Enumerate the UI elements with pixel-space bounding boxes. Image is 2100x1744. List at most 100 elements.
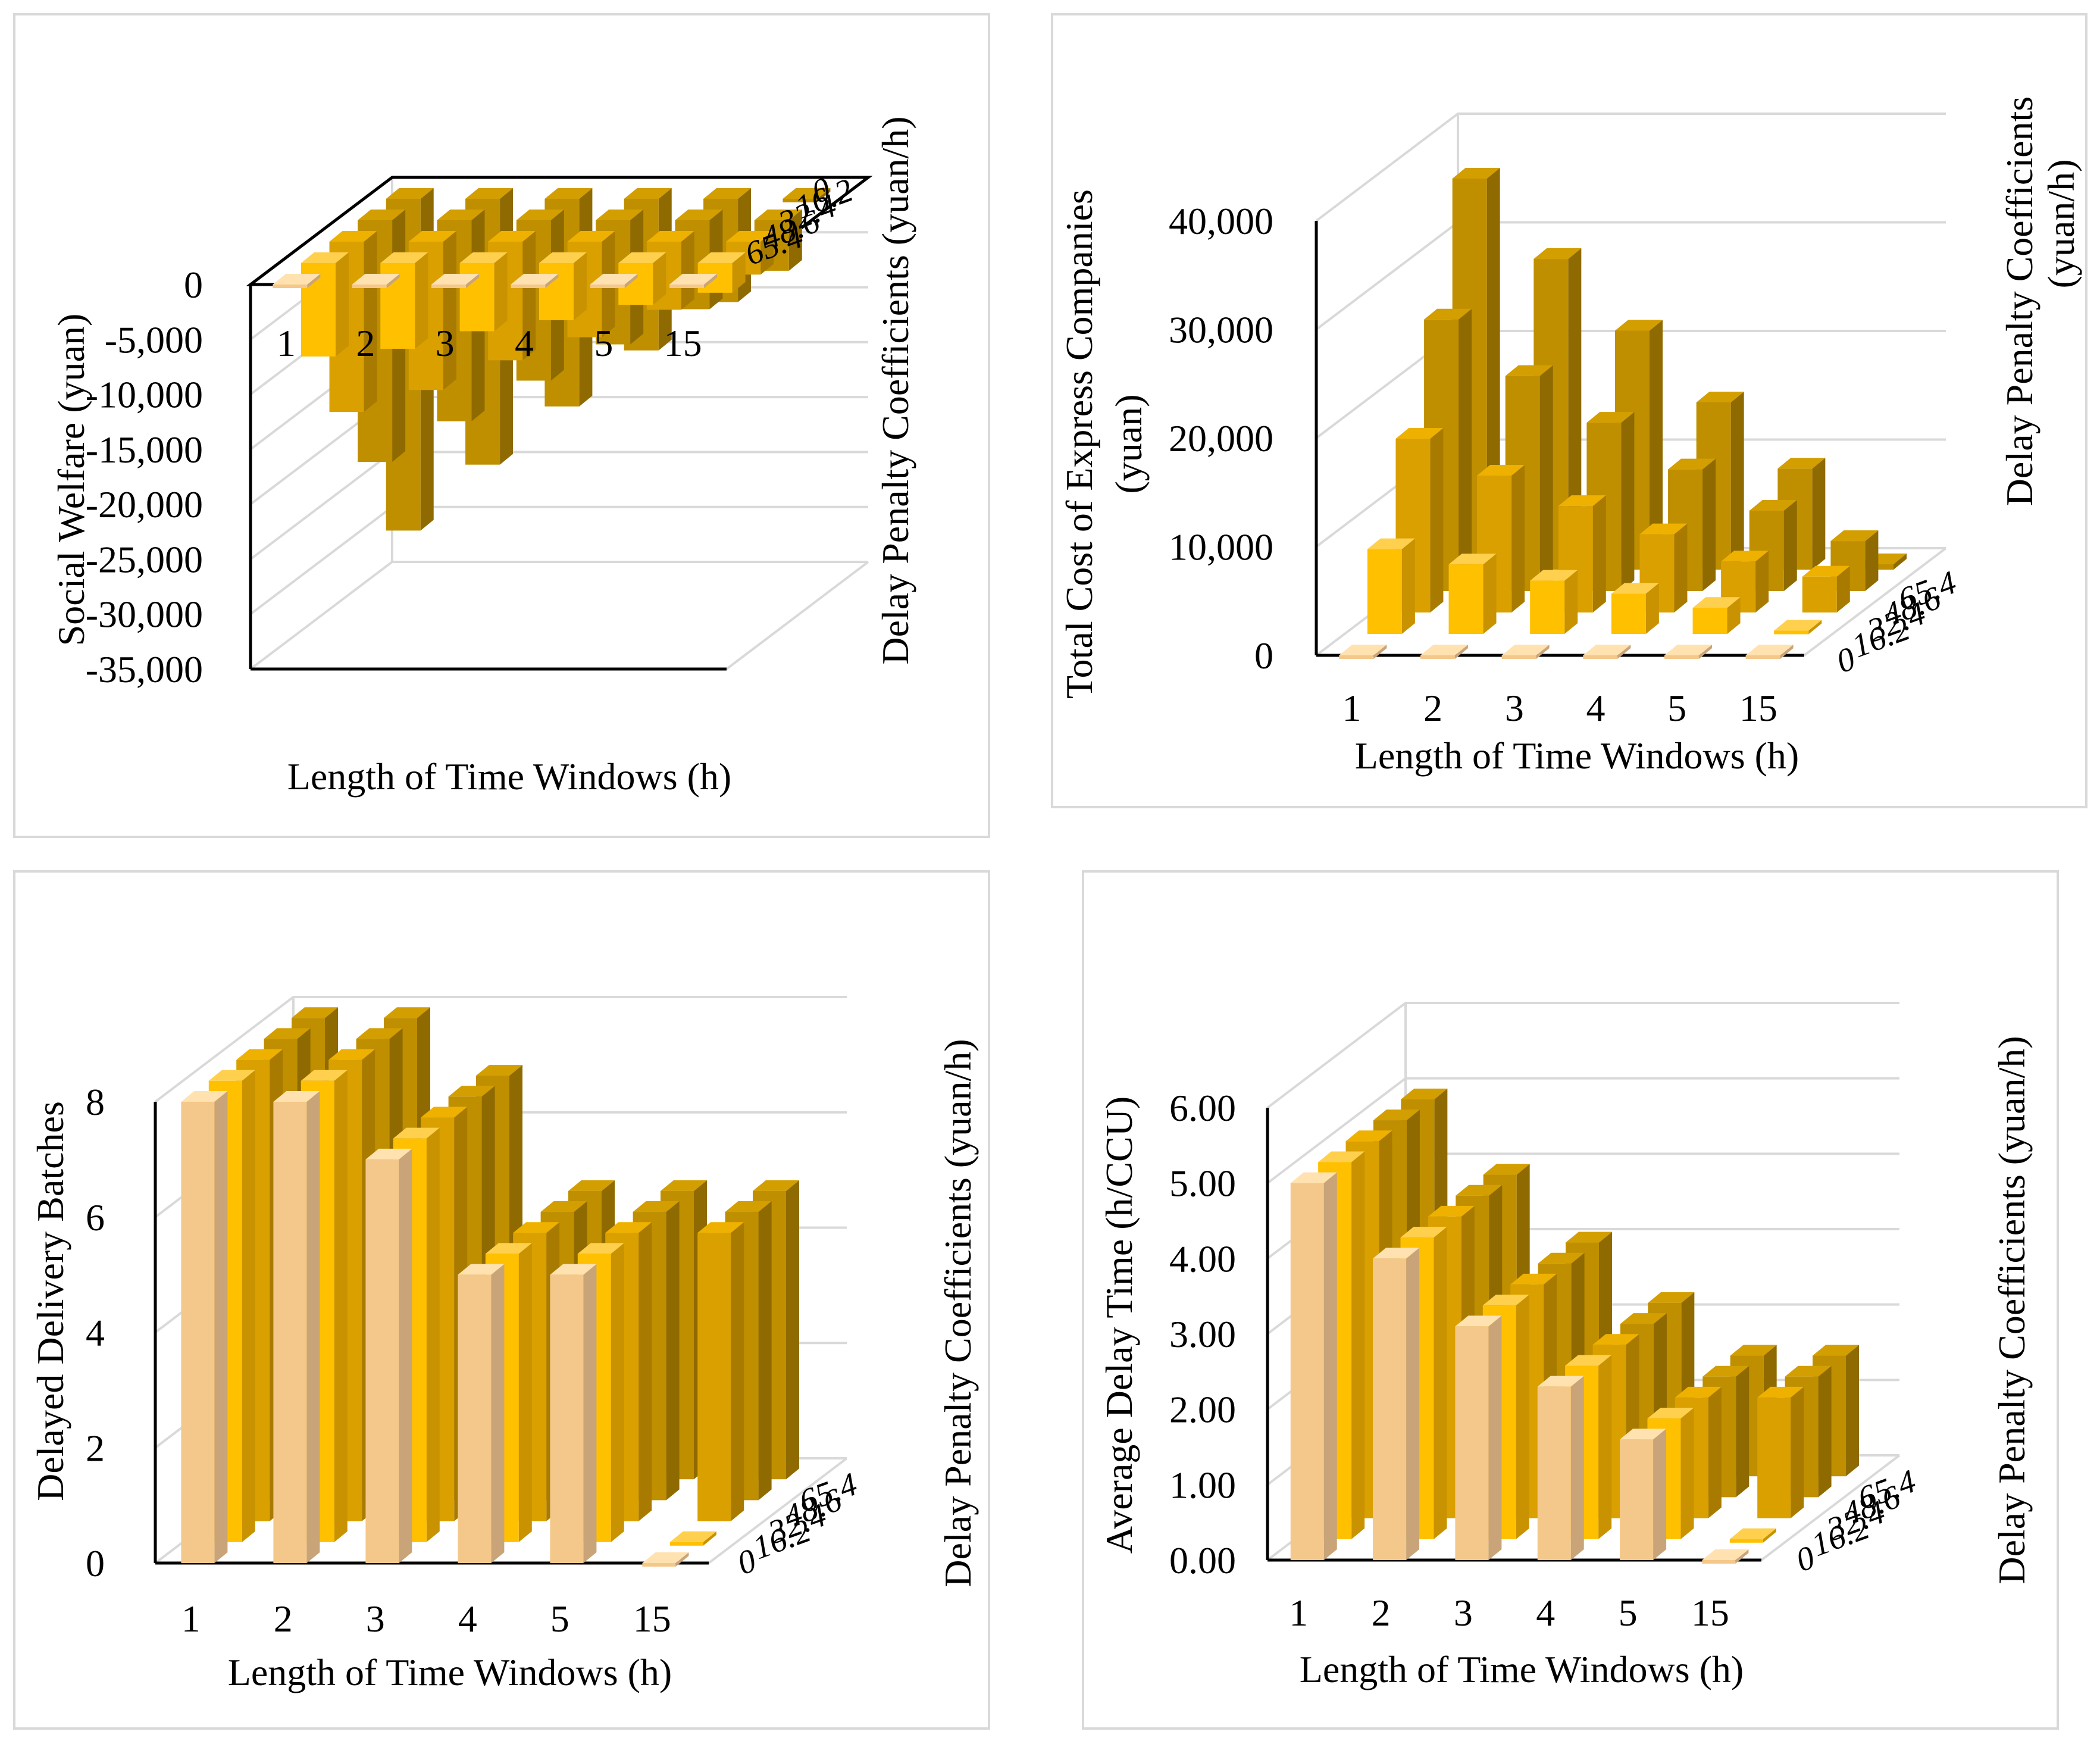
bar-top [675, 210, 723, 220]
bar-side [1680, 1408, 1694, 1539]
category-label: 15 [1739, 687, 1777, 729]
bar-top [1774, 620, 1822, 631]
bar-top [1395, 428, 1444, 439]
bar [697, 1222, 744, 1521]
bar [669, 274, 717, 288]
bar-top [1420, 645, 1468, 655]
bar-top [1565, 1355, 1612, 1366]
bar [1745, 645, 1794, 659]
bar-front [550, 1274, 584, 1563]
bar [181, 1091, 228, 1563]
z-axis-title: (yuan/h) [2040, 160, 2082, 289]
bar [459, 252, 508, 332]
bar-top [458, 1264, 505, 1275]
bar-top [1749, 499, 1797, 511]
bar-top [1452, 168, 1500, 179]
bar-side [624, 274, 638, 288]
bar-top [329, 231, 377, 242]
bar-top [703, 188, 752, 199]
bar-side [760, 231, 774, 275]
bar-front [669, 1542, 703, 1546]
bar-top [1702, 1365, 1750, 1377]
bar-top [1290, 1172, 1337, 1183]
bar-front [1373, 1258, 1407, 1560]
category-label: 15 [664, 322, 702, 364]
bar-front [1757, 1397, 1791, 1518]
bar [1729, 1528, 1776, 1543]
bar-front [431, 285, 466, 288]
bar-top [459, 252, 508, 263]
bar-side [1488, 1315, 1502, 1560]
bar-side [731, 1222, 744, 1521]
y-tick-label: 6 [86, 1196, 105, 1239]
bar-top [1482, 1295, 1529, 1306]
bar [1530, 570, 1578, 634]
y-tick-label: -30,000 [86, 593, 203, 636]
bar-top [1696, 391, 1744, 402]
series-label: 65.4 [1853, 1462, 1920, 1517]
bar-side [1564, 570, 1578, 634]
bar-side [1511, 465, 1525, 612]
y-tick-label: 20,000 [1169, 417, 1273, 460]
bar-front [783, 199, 818, 202]
bar-side [1808, 620, 1822, 635]
y-tick-labels: 0 10,000 20,000 30,000 40,000 [1169, 200, 1273, 677]
bar-side [703, 1531, 716, 1546]
y-tick-label: 0 [184, 264, 203, 306]
bar-top [516, 210, 564, 220]
bar-top [301, 252, 349, 263]
bar-front [511, 285, 546, 288]
total-cost-panel: 0 10,000 20,000 30,000 40,000 1 2 3 4 5 15 0 16.2 32.… [1051, 13, 2088, 808]
bar-side [1406, 1248, 1420, 1560]
bar-side [1516, 1295, 1529, 1539]
bar-top [568, 1180, 615, 1191]
bar-top [1647, 1408, 1694, 1419]
y-tick-label: 3.00 [1169, 1313, 1236, 1355]
bar-side [1351, 1151, 1365, 1539]
bar-top [1702, 1549, 1749, 1560]
bar-top [328, 1049, 375, 1060]
bar-front [365, 1159, 399, 1563]
bar [1420, 645, 1468, 659]
bar-top [365, 1148, 412, 1159]
bar-side [1483, 554, 1497, 634]
bar-top [264, 1028, 311, 1039]
y-axis-title: Social Welfare (yuan) [50, 314, 92, 646]
bar [1620, 1429, 1667, 1560]
bar-top [1620, 1429, 1667, 1440]
x-axis-title: Length of Time Windows (h) [1300, 1648, 1744, 1690]
bar [458, 1264, 505, 1563]
bar-side [732, 252, 746, 293]
bar-top [1692, 597, 1741, 608]
bar-top [596, 210, 644, 220]
bar-top [1745, 645, 1794, 655]
y-tick-label: 6.00 [1169, 1087, 1236, 1129]
bar-top [1592, 1334, 1639, 1345]
bar-side [1401, 538, 1415, 634]
bar-top [1537, 1376, 1584, 1387]
bar-top [1510, 1273, 1557, 1284]
bar-front [1620, 1439, 1654, 1560]
bar [273, 274, 321, 288]
bar-side [1592, 495, 1606, 612]
bar-side [386, 274, 400, 288]
bar-side [1434, 1227, 1447, 1539]
bar-front [1702, 1560, 1736, 1564]
bar-top [273, 1091, 320, 1102]
bar-top [1456, 1184, 1503, 1196]
bar-top [1830, 530, 1879, 542]
bar-top [783, 188, 831, 199]
bar-top [208, 1070, 255, 1081]
bar-front [697, 1233, 731, 1521]
y-tick-label: 8 [86, 1081, 105, 1123]
bar [431, 274, 479, 288]
bar-top [1730, 1345, 1777, 1356]
bar-top [437, 210, 485, 220]
bar-side [466, 274, 479, 288]
category-label: 15 [1691, 1592, 1729, 1634]
bar [1692, 597, 1741, 634]
bar-side [334, 1070, 348, 1542]
bar-top [1757, 1386, 1804, 1398]
bar-front [181, 1102, 215, 1563]
